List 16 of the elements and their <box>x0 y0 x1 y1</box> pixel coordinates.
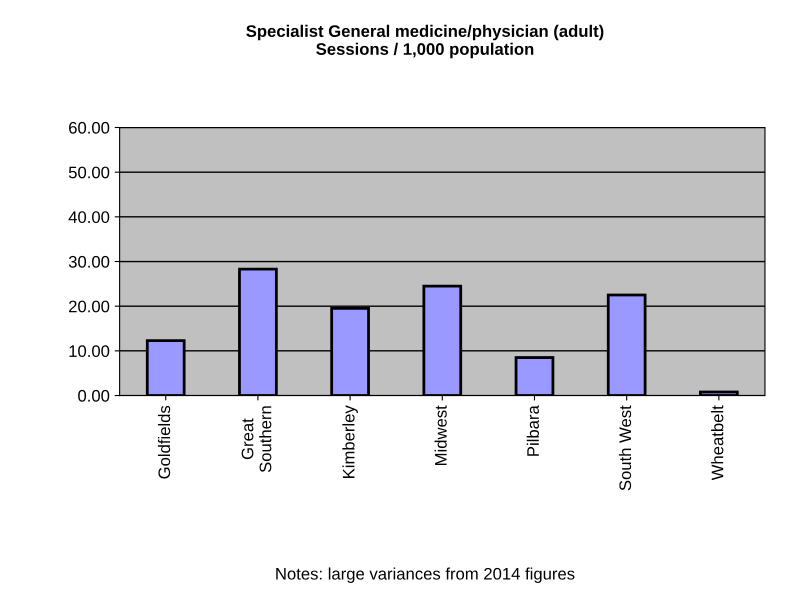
y-tick-label: 60.00 <box>69 122 110 134</box>
y-tick-label: 10.00 <box>69 345 110 358</box>
x-tick-label: South West <box>618 405 632 490</box>
chart-title: Specialist General medicine/physician (adult) Sessions / 1,000 population <box>246 24 604 58</box>
text: Notes: large variances from 2014 figures <box>276 567 574 583</box>
x-tick-label: Kimberley <box>342 405 358 478</box>
x-tick-label: Great Southern <box>242 406 272 472</box>
x-tick-label: Goldfields <box>158 406 170 479</box>
x-tick-label: Pilbara <box>526 405 539 456</box>
x-tick-label: Midwest <box>434 405 447 466</box>
y-tick-label: 40.00 <box>68 211 110 224</box>
y-tick-label: 30.00 <box>68 256 110 268</box>
y-tick-label: 0.00 <box>78 390 110 402</box>
y-tick-label: 50.00 <box>68 166 110 178</box>
y-tick-label: 20.00 <box>69 300 110 312</box>
x-tick-label: Wheatbelt <box>711 405 724 480</box>
